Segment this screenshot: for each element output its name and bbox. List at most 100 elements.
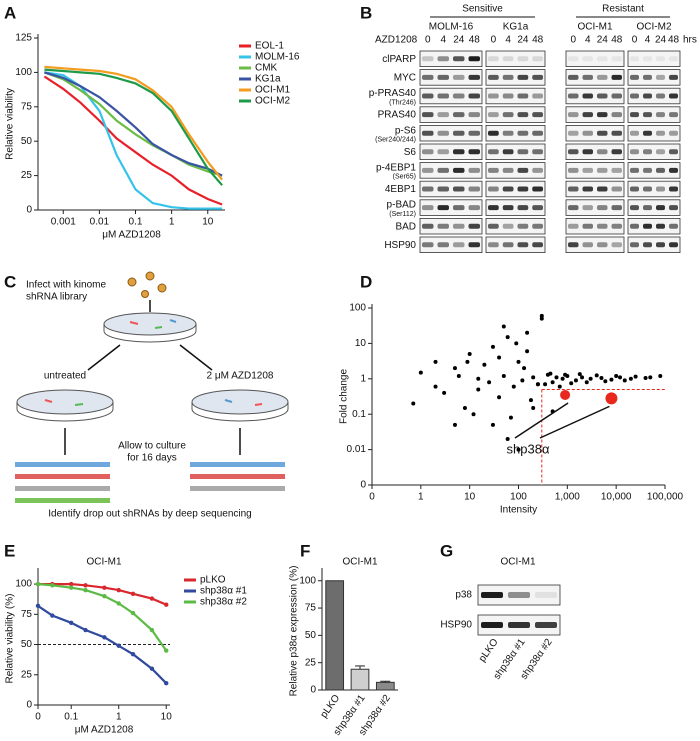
band: [630, 74, 639, 80]
band: [517, 112, 529, 118]
timepoint: 48: [611, 35, 623, 46]
band: [611, 93, 622, 99]
y-tick-label: 1: [360, 373, 366, 384]
x-tick-label: 100: [510, 492, 527, 503]
y-axis-label: Relative viability: [5, 88, 16, 160]
blot-frame: [627, 162, 681, 179]
band: [669, 186, 678, 192]
band: [568, 112, 579, 118]
point: [465, 359, 470, 364]
point: [599, 376, 604, 381]
band: [437, 167, 449, 173]
point: [83, 587, 88, 593]
blot-frame: [565, 162, 625, 179]
point: [525, 330, 530, 335]
row-sublabel: (Ser112): [389, 211, 416, 218]
band: [656, 56, 665, 62]
blot-frame: [565, 217, 625, 235]
band: [517, 242, 529, 248]
band: [597, 93, 608, 99]
band: [669, 223, 678, 229]
row-label: 4EBP1: [385, 184, 417, 195]
point: [557, 384, 562, 389]
x-tick-label: 100,000: [647, 492, 684, 503]
row-label: p-BAD: [387, 200, 416, 211]
band: [669, 242, 678, 248]
point: [490, 422, 495, 427]
y-tick-label: 50: [21, 639, 33, 650]
point: [164, 602, 169, 607]
blot-frame: [565, 87, 625, 105]
y-tick-label: 25: [305, 657, 317, 668]
step-text: Identify drop out shRNAs by deep sequenc…: [48, 509, 251, 520]
timepoint: 4: [440, 35, 446, 46]
band: [611, 56, 622, 62]
band: [568, 167, 579, 173]
point: [149, 596, 155, 601]
row-sublabel: (Ser240/244): [375, 137, 416, 144]
schematic: [15, 271, 289, 503]
timepoint: 24: [453, 35, 465, 46]
x-tick-label: 10: [464, 492, 476, 503]
point: [531, 405, 536, 410]
blot-frame: [419, 125, 483, 142]
point: [452, 366, 457, 371]
band: [422, 205, 434, 211]
band: [611, 205, 622, 211]
band: [532, 74, 543, 80]
point: [102, 593, 107, 599]
band: [488, 242, 499, 248]
band: [517, 93, 529, 99]
band: [488, 112, 499, 118]
band: [481, 622, 503, 628]
cell-line-label: KG1a: [503, 22, 529, 33]
point: [164, 681, 169, 686]
band: [582, 112, 593, 118]
band: [643, 74, 652, 80]
band: [568, 186, 579, 192]
point: [539, 316, 544, 321]
band: [488, 93, 499, 99]
point: [83, 583, 88, 588]
point: [573, 378, 578, 383]
band: [597, 112, 608, 118]
band: [568, 130, 579, 136]
band: [611, 242, 622, 248]
step-text: shRNA library: [26, 292, 87, 303]
band: [502, 74, 514, 80]
band: [517, 56, 529, 62]
band: [437, 149, 449, 155]
point: [508, 415, 513, 420]
y-tick-label: 100: [299, 575, 316, 586]
band: [517, 223, 529, 229]
cell-line-label: OCI-M1: [578, 22, 613, 33]
annotation-arrow: [514, 402, 569, 439]
blot-frame: [627, 236, 681, 254]
highlight-point: [560, 389, 571, 400]
blot-frame: [565, 125, 625, 142]
y-tick-label: 125: [15, 33, 32, 44]
point: [83, 627, 88, 633]
band: [630, 242, 639, 248]
blot-frame: [419, 199, 483, 216]
x-tick-label: 10,000: [601, 492, 632, 503]
series-line: [44, 71, 223, 177]
band: [582, 130, 593, 136]
band: [488, 56, 499, 62]
blot-frame: [485, 87, 546, 105]
point: [456, 373, 461, 378]
y-tick-label: 10: [355, 338, 367, 349]
series-line: [44, 65, 223, 181]
band: [453, 112, 465, 118]
lane-label: pLKO: [477, 637, 501, 664]
band: [630, 186, 639, 192]
band: [582, 56, 593, 62]
point: [50, 583, 55, 588]
point: [149, 666, 155, 671]
cell-line-label: MOLM-16: [429, 22, 474, 33]
band: [582, 74, 593, 80]
point: [658, 373, 663, 378]
band: [422, 167, 434, 173]
band: [669, 130, 678, 136]
point: [588, 376, 593, 381]
